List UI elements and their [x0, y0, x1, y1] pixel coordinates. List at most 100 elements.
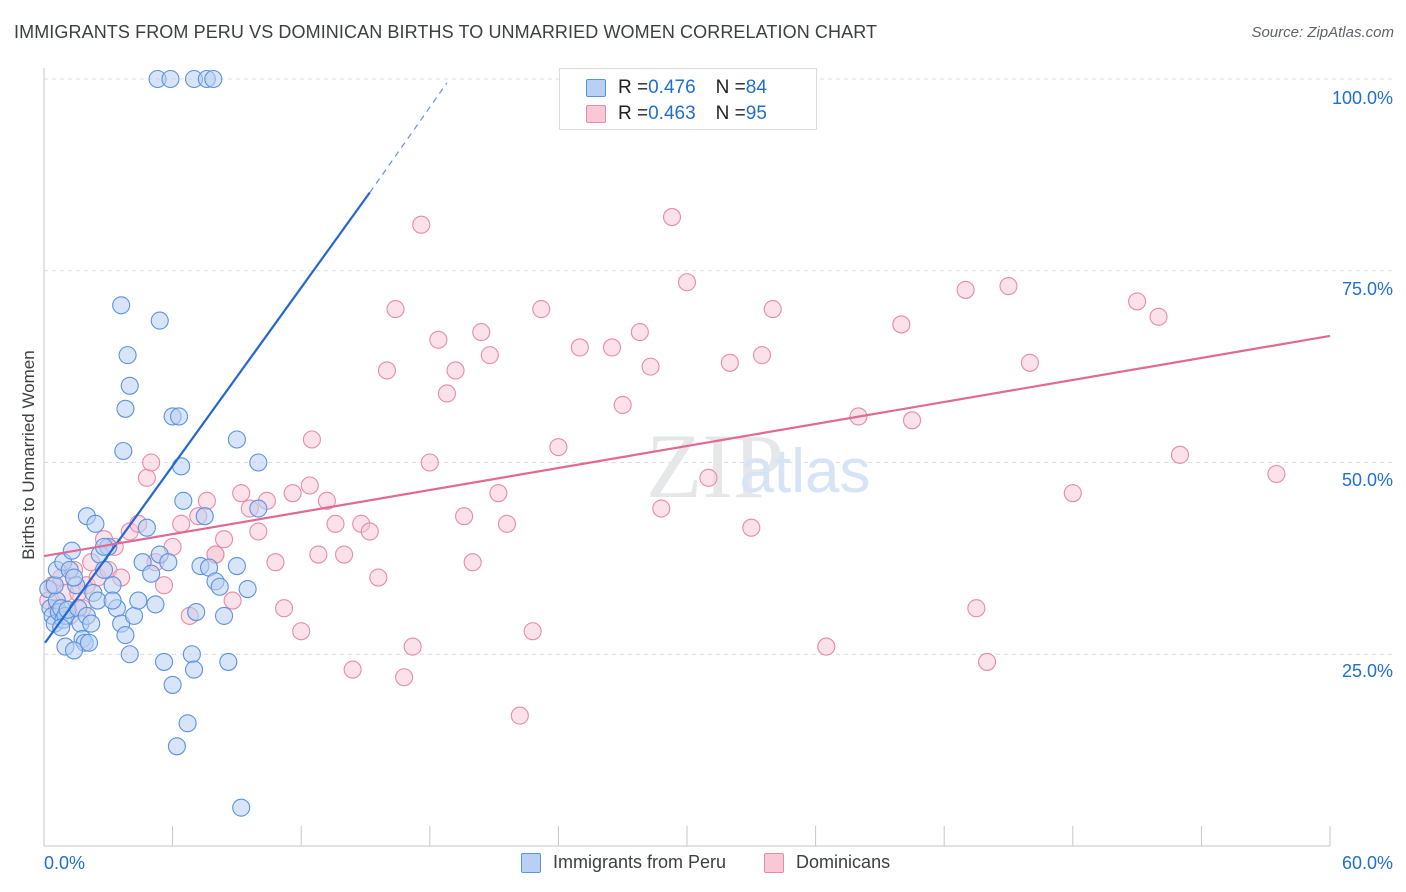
dominicans-point [232, 484, 251, 503]
x-tick-label: 60.0% [1342, 853, 1393, 873]
dominicans-point [403, 637, 422, 656]
peru-point [116, 399, 135, 418]
peru-point [195, 507, 214, 526]
dominicans-point [302, 430, 321, 449]
peru-point [159, 553, 178, 572]
dominicans-point [309, 545, 328, 564]
dominicans-point [641, 357, 660, 376]
peru-point [214, 606, 234, 625]
legend-r-label: R = [618, 77, 649, 98]
peru-point [163, 675, 182, 694]
peru-point [64, 641, 84, 660]
legend-row-dominicans: R = 0.463 N = 95 [586, 102, 767, 126]
dominicans-point [892, 315, 911, 334]
dominicans-point [956, 280, 975, 299]
peru-point [184, 660, 204, 679]
source-label: Source: ZipAtlas.com [1251, 24, 1394, 41]
dominicans-points [39, 208, 1286, 725]
legend-item-dominicans[interactable]: Dominicans [764, 852, 890, 873]
legend-swatch-peru [521, 852, 541, 873]
dominicans-point [1128, 292, 1147, 311]
peru-point [103, 591, 122, 610]
legend-swatch-dominicans [586, 105, 606, 123]
y-tick-label: 25.0% [1342, 661, 1393, 681]
peru-point [204, 69, 223, 89]
dominicans-point [420, 453, 439, 472]
dominicans-trend-line [43, 334, 1331, 558]
correlation-legend: R = 0.476 N = 84 R = 0.463 N = 95 [559, 68, 817, 130]
y-tick-label: 100.0% [1332, 88, 1393, 108]
peru-point [120, 376, 139, 395]
dominicans-point [489, 484, 508, 503]
legend-n-label: N = [715, 103, 746, 124]
peru-point [187, 603, 206, 622]
peru-point [219, 652, 238, 671]
dominicans-point [446, 361, 465, 380]
dominicans-point [662, 208, 682, 227]
y-tick-label: 50.0% [1342, 470, 1393, 490]
peru-point [249, 499, 268, 518]
dominicans-point [510, 706, 529, 725]
dominicans-point [999, 277, 1018, 296]
peru-point [249, 453, 268, 472]
dominicans-point [300, 476, 319, 495]
legend-r-value: 0.463 [648, 103, 696, 124]
peru-point [86, 514, 105, 533]
peru-point [118, 346, 137, 365]
dominicans-point [549, 438, 568, 457]
legend-n-value: 95 [745, 103, 767, 124]
dominicans-point [275, 599, 294, 618]
dominicans-point [377, 361, 396, 380]
peru-point [129, 591, 148, 610]
watermark-zip: ZIP [646, 415, 784, 517]
peru-point [150, 311, 169, 330]
peru-point [169, 407, 189, 426]
dominicans-point [369, 568, 388, 587]
dominicans-point [1170, 445, 1190, 464]
peru-point [210, 577, 229, 596]
dominicans-point [497, 514, 517, 533]
peru-point [120, 645, 139, 664]
dominicans-point [283, 484, 302, 503]
dominicans-point [613, 395, 632, 415]
dominicans-point [335, 545, 354, 564]
dominicans-point [967, 599, 986, 618]
peru-point [238, 580, 257, 599]
legend-swatch-peru [586, 79, 606, 97]
dominicans-point [386, 300, 405, 319]
peru-point [178, 714, 197, 733]
dominicans-point [1267, 464, 1286, 484]
dominicans-point [214, 530, 234, 549]
peru-point [124, 606, 144, 625]
dominicans-point [480, 346, 499, 365]
dominicans-point [412, 215, 431, 234]
dominicans-point [720, 353, 739, 372]
dominicans-point [902, 411, 922, 430]
dominicans-point [437, 384, 456, 403]
trend-lines [43, 82, 1331, 644]
legend-item-peru[interactable]: Immigrants from Peru [521, 852, 726, 873]
dominicans-point [343, 660, 362, 679]
watermark-atlas: atlas [740, 437, 871, 506]
peru-point [161, 69, 180, 89]
legend-r-value: 0.476 [648, 77, 696, 98]
peru-trend-extension [369, 82, 448, 193]
peru-point [112, 296, 131, 315]
dominicans-point [223, 591, 242, 610]
dominicans-point [1020, 353, 1039, 372]
dominicans-point [142, 453, 161, 472]
peru-point [64, 568, 84, 587]
dominicans-point [978, 652, 997, 671]
peru-point [103, 576, 122, 595]
legend-row-peru: R = 0.476 N = 84 [586, 76, 767, 100]
dominicans-point [1149, 307, 1168, 326]
dominicans-point [817, 637, 836, 656]
dominicans-point [652, 499, 671, 518]
y-tick-label: 75.0% [1342, 279, 1393, 299]
dominicans-point [602, 338, 622, 357]
series-legend: Immigrants from Peru Dominicans [521, 852, 928, 873]
dominicans-point [752, 346, 772, 365]
legend-swatch-dominicans [764, 852, 785, 873]
peru-point [182, 645, 201, 664]
peru-point [227, 430, 246, 449]
